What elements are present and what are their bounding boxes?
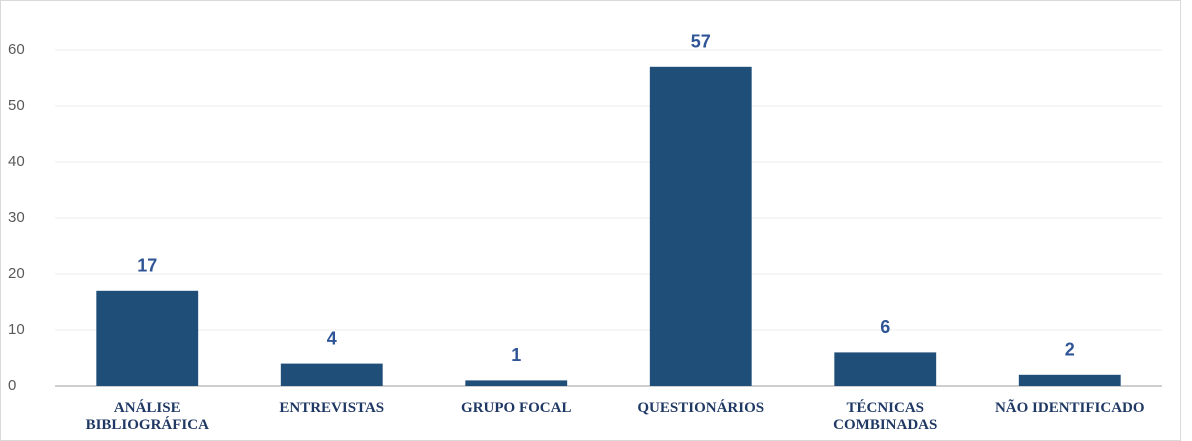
x-tick-label: ENTREVISTAS [279,400,385,416]
y-tick-label: 40 [8,153,25,170]
y-tick-label: 0 [8,377,16,394]
data-label: 6 [880,317,890,337]
data-label: 17 [137,256,157,276]
bar [280,363,383,386]
x-tick-label: GRUPO FOCAL [461,400,572,416]
data-label: 4 [327,328,337,348]
bar [465,380,568,386]
data-label: 57 [691,32,711,52]
bar [1018,374,1121,386]
y-tick-label: 50 [8,97,25,114]
bar [96,290,199,386]
y-tick-label: 10 [8,321,25,338]
data-label: 2 [1065,340,1075,360]
x-tick-label: ANÁLISE BIBLIOGRÁFICA [85,400,209,433]
bar [649,66,752,387]
y-tick-label: 30 [8,209,25,226]
x-tick-label: QUESTIONÁRIOS [637,400,765,416]
x-tick-label: TÉCNICAS COMBINADAS [833,400,938,433]
y-tick-label: 60 [8,41,25,58]
y-tick-label: 20 [8,265,25,282]
data-label: 1 [511,345,521,365]
x-tick-label: NÃO IDENTIFICADO [994,400,1145,416]
bar [834,352,937,386]
